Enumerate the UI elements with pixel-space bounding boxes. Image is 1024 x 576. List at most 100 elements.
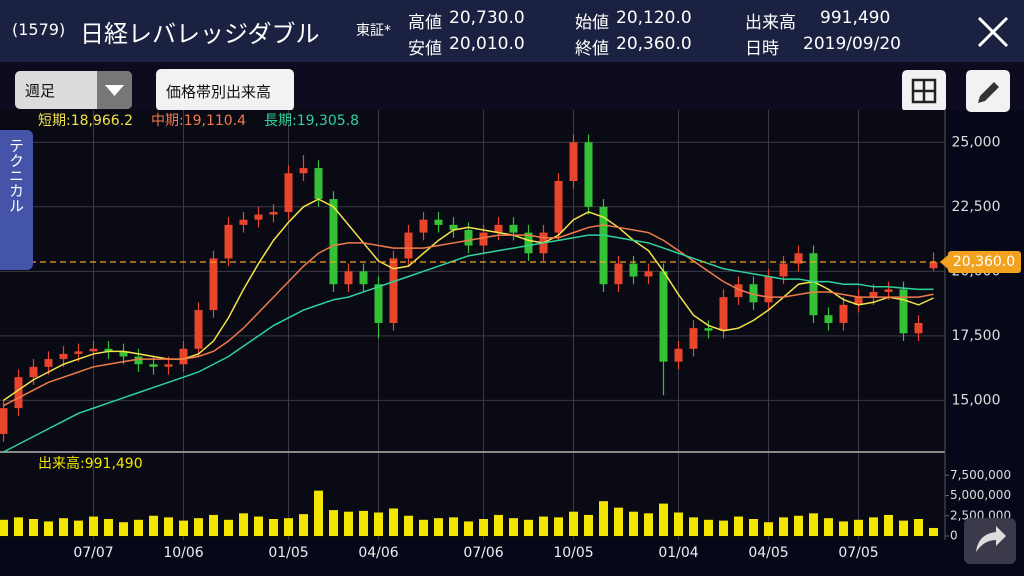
candle-body <box>0 408 8 434</box>
candle-body <box>389 258 398 323</box>
candle-body <box>794 253 803 264</box>
volume-bar <box>149 515 158 536</box>
toolbar: 週足 価格帯別出来高 <box>0 62 1024 112</box>
candle-body <box>149 364 158 367</box>
moving-average-line <box>3 224 934 407</box>
volume-bar <box>824 518 833 536</box>
draw-button[interactable] <box>966 70 1010 112</box>
x-tick-label: 07/05 <box>838 545 878 561</box>
layout-button[interactable] <box>902 70 946 112</box>
candle-body <box>344 271 353 285</box>
volume-bar <box>209 514 218 536</box>
volume-bar <box>0 519 8 536</box>
volume-bar <box>419 519 428 536</box>
candle-body <box>134 356 143 365</box>
candle-body <box>854 297 863 305</box>
quote-value: 20,010.0 <box>449 34 525 54</box>
last-price-pointer <box>940 255 948 270</box>
candle-body <box>629 263 638 277</box>
candle-body <box>689 328 698 349</box>
volume-bar <box>194 518 203 536</box>
volume-bar <box>224 519 233 536</box>
volume-bar <box>284 518 293 536</box>
volume-bar <box>14 517 23 536</box>
volume-bar <box>299 514 308 536</box>
volume-profile-button[interactable]: 価格帯別出来高 <box>156 69 294 111</box>
y-tick-label: 7,500,000 <box>950 468 1011 482</box>
candle-body <box>644 271 653 277</box>
dropdown-arrow <box>97 71 132 109</box>
volume-bar <box>269 518 278 536</box>
x-tick-label: 10/06 <box>163 545 203 561</box>
volume-bar <box>59 518 68 536</box>
y-tick-label: 25,000 <box>952 134 1001 150</box>
candle-body <box>764 276 773 303</box>
y-tick-label: 0 <box>950 529 958 543</box>
volume-bar <box>734 516 743 536</box>
close-button[interactable] <box>975 14 1011 50</box>
volume-bar <box>614 507 623 536</box>
volume-bar <box>134 519 143 536</box>
quote-value: 20,730.0 <box>449 8 525 28</box>
quote-value: 20,120.0 <box>616 8 692 28</box>
period-select[interactable]: 週足 <box>15 71 132 109</box>
volume-bar <box>884 514 893 536</box>
x-tick-label: 01/04 <box>658 545 698 561</box>
volume-bar <box>599 501 608 536</box>
candle-body <box>509 224 518 233</box>
x-tick-label: 07/07 <box>73 545 113 561</box>
volume-bar <box>584 514 593 536</box>
candle-body <box>674 348 683 362</box>
candle-body <box>44 359 53 367</box>
x-tick-label: 10/05 <box>553 545 593 561</box>
candle-body <box>749 284 758 303</box>
x-tick-label: 01/05 <box>268 545 308 561</box>
legend-label: 短期:18,966.2 <box>38 113 133 129</box>
legend-label: 長期:19,305.8 <box>264 113 359 129</box>
candle-body <box>899 289 908 334</box>
x-tick-label: 04/06 <box>358 545 398 561</box>
volume-bar <box>704 519 713 536</box>
candle-body <box>59 353 68 360</box>
volume-bar <box>74 520 83 536</box>
candle-body <box>329 199 338 285</box>
candle-body <box>569 142 578 181</box>
last-price-label: 20,360.0 <box>953 254 1015 270</box>
stock-name: 日経レバレッジダブル <box>80 20 320 48</box>
share-button[interactable] <box>962 516 1018 566</box>
volume-bar <box>374 512 383 536</box>
candle-body <box>359 271 368 285</box>
volume-bar <box>764 522 773 536</box>
candle-body <box>194 310 203 349</box>
volume-bar <box>329 510 338 536</box>
candle-body <box>929 262 938 269</box>
volume-bar <box>239 513 248 536</box>
volume-bar <box>779 517 788 536</box>
candle-body <box>914 322 923 334</box>
y-tick-label: 5,000,000 <box>950 488 1011 502</box>
candle-body <box>734 284 743 298</box>
candle-body <box>239 219 248 225</box>
volume-bar <box>389 508 398 536</box>
volume-bar <box>689 517 698 536</box>
candle-body <box>839 304 848 323</box>
volume-bar <box>554 517 563 536</box>
plot-background <box>0 110 945 540</box>
volume-bar <box>644 513 653 536</box>
volume-bar <box>344 511 353 536</box>
technical-tab[interactable]: テクニカル <box>0 130 33 270</box>
quote-value: 2019/09/20 <box>803 34 901 54</box>
quote-label: 高値 <box>408 13 442 33</box>
candle-body <box>434 219 443 225</box>
volume-bar <box>539 516 548 536</box>
candle-body <box>299 168 308 174</box>
volume-profile-label: 価格帯別出来高 <box>166 83 272 101</box>
market: 東証* <box>356 23 391 39</box>
moving-average-line <box>3 198 934 401</box>
candle-body <box>809 253 818 316</box>
quote-value: 991,490 <box>820 8 891 28</box>
candle-body <box>554 180 563 233</box>
candle-body <box>524 232 533 254</box>
candle-body <box>29 366 38 378</box>
candle-body <box>479 232 488 246</box>
